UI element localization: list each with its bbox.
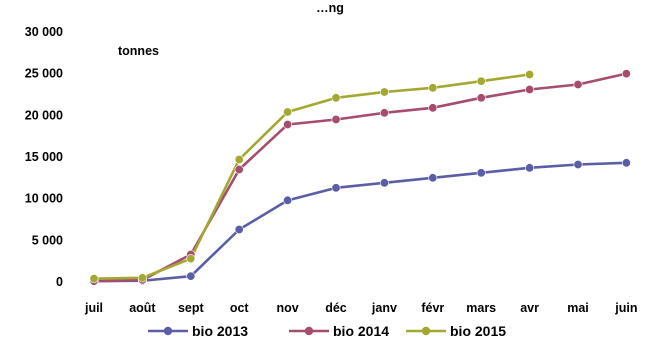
y-tick-label: 20 000	[25, 108, 63, 122]
data-point	[186, 271, 196, 281]
x-tick-label: mai	[567, 301, 589, 315]
unit-label: tonnes	[118, 44, 159, 58]
y-axis: 0 5 000 10 000 15 000 20 000 25 000 30 000	[25, 25, 63, 289]
x-tick-label: févr	[421, 301, 444, 315]
x-axis: juil août sept oct nov déc janv févr mars avr mai j…	[84, 301, 638, 315]
x-tick-label: avr	[520, 301, 539, 315]
x-tick-label: oct	[230, 301, 250, 315]
x-tick-label: mars	[466, 301, 496, 315]
data-point	[525, 163, 535, 173]
data-point	[476, 168, 486, 178]
y-tick-label: 10 000	[25, 192, 63, 206]
x-tick-label: juin	[614, 301, 637, 315]
data-point	[379, 108, 389, 118]
data-point	[137, 273, 147, 283]
data-point	[186, 254, 196, 264]
data-point	[379, 178, 389, 188]
data-point	[283, 120, 293, 130]
data-point	[621, 69, 631, 79]
data-point	[573, 80, 583, 90]
data-point	[283, 107, 293, 117]
legend-swatch-marker	[421, 326, 431, 336]
y-tick-label: 25 000	[25, 67, 63, 81]
y-tick-label: 15 000	[25, 150, 63, 164]
series-line-3	[92, 73, 531, 280]
series-line-1	[92, 161, 628, 283]
data-point	[331, 93, 341, 103]
data-point	[234, 225, 244, 235]
data-point	[234, 165, 244, 175]
x-tick-label: nov	[276, 301, 298, 315]
y-tick-label: 5 000	[32, 233, 63, 247]
data-point	[428, 173, 438, 183]
data-point	[573, 160, 583, 170]
legend: bio 2013 bio 2014 bio 2015	[148, 323, 506, 339]
legend-label: bio 2015	[450, 323, 506, 339]
series-line-2	[92, 72, 628, 283]
x-tick-label: déc	[325, 301, 347, 315]
data-point	[525, 70, 535, 80]
data-point	[331, 183, 341, 193]
x-tick-label: août	[129, 301, 156, 315]
data-point	[379, 87, 389, 97]
data-point	[428, 83, 438, 93]
data-point	[283, 195, 293, 205]
data-point	[234, 155, 244, 165]
data-point	[428, 103, 438, 113]
chart-title: …ng	[316, 1, 344, 15]
data-point	[476, 93, 486, 103]
data-point	[621, 158, 631, 168]
legend-label: bio 2014	[333, 323, 389, 339]
y-tick-label: 0	[56, 275, 63, 289]
legend-swatch-marker	[304, 326, 314, 336]
data-point	[331, 115, 341, 125]
x-tick-label: sept	[178, 301, 205, 315]
data-point	[476, 76, 486, 86]
legend-label: bio 2013	[192, 323, 248, 339]
x-tick-label: juil	[84, 301, 103, 315]
legend-swatch-marker	[163, 326, 173, 336]
plot-area	[89, 69, 631, 286]
y-tick-label: 30 000	[25, 25, 63, 39]
data-point	[89, 274, 99, 284]
data-point	[525, 85, 535, 95]
x-tick-label: janv	[371, 301, 397, 315]
